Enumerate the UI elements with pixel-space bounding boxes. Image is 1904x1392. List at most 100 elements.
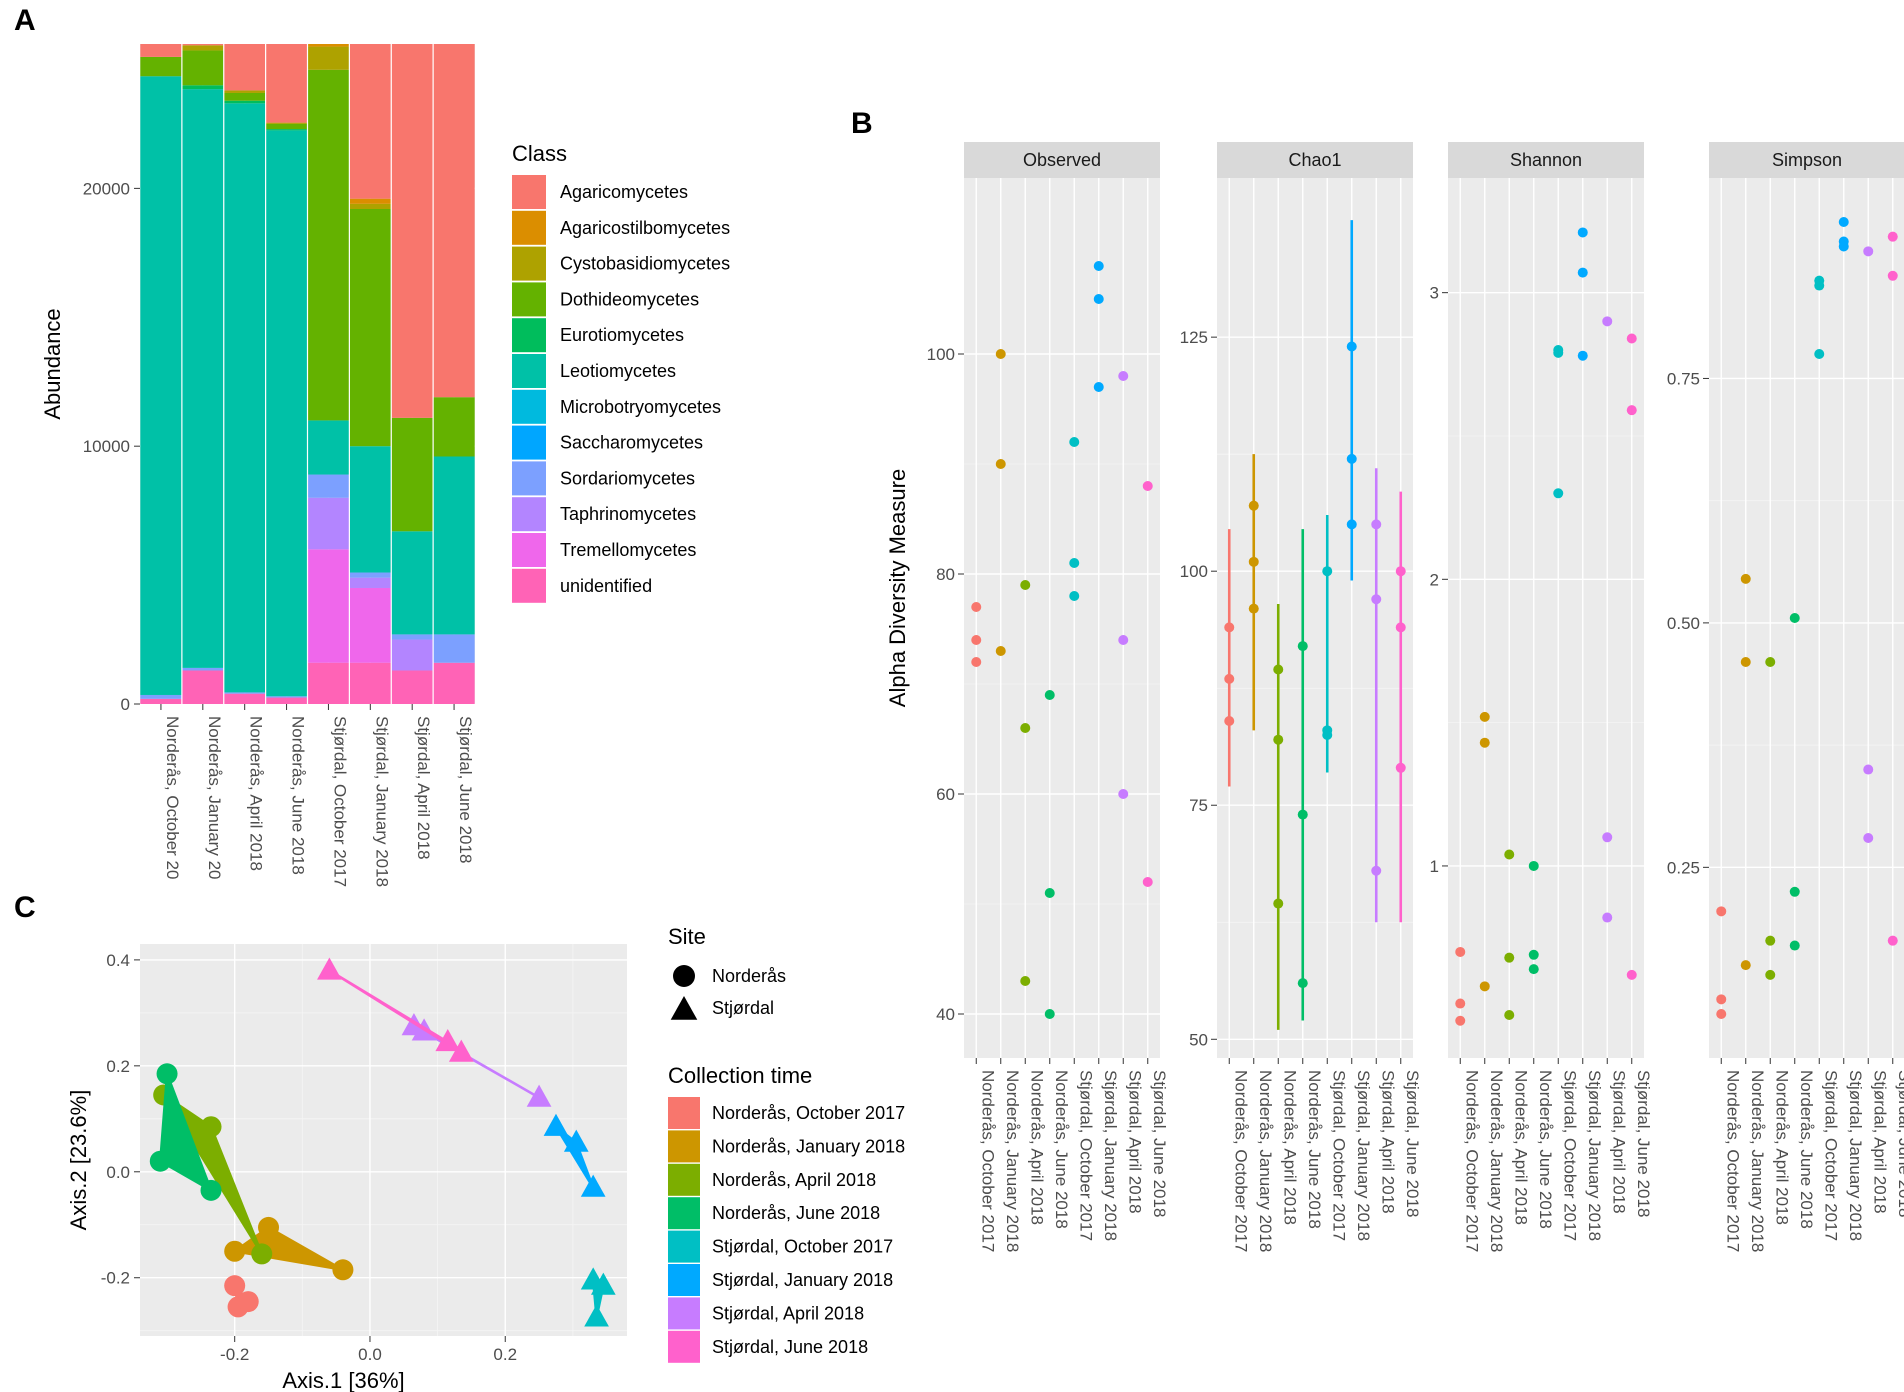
diversity-point: [1224, 622, 1235, 633]
time-legend-key: [668, 1130, 700, 1163]
bar-segment-unidentified: [391, 670, 433, 704]
bar-segment-agaricomycetes: [182, 44, 224, 46]
bar-segment-sordariomycetes: [391, 634, 433, 640]
diversity-point: [1479, 737, 1490, 748]
facet-y-tick-label: 60: [936, 785, 955, 804]
legend-label-microbotryomycetes: Microbotryomycetes: [560, 397, 721, 417]
diversity-point: [1455, 946, 1466, 957]
bar-segment-unidentified: [307, 662, 350, 704]
diversity-point: [1602, 832, 1613, 843]
facet-x-tick-label: Stjørdal, April 2018: [1125, 1070, 1144, 1214]
legend-key-dothideomycetes: [512, 282, 546, 317]
diversity-point: [1863, 246, 1874, 257]
bar-segment-eurotiomycetes: [224, 100, 266, 104]
ordination-point-circle: [200, 1116, 222, 1138]
diversity-point: [1069, 437, 1080, 447]
time-legend-key: [668, 1330, 700, 1363]
bar-segment-unidentified: [433, 662, 475, 704]
time-legend-key: [668, 1230, 700, 1263]
bar-segment-tremellomycetes: [307, 549, 350, 663]
bar-segment-taphrinomycetes: [307, 497, 350, 550]
bar-segment-dothideomycetes: [140, 56, 182, 77]
time-legend-key: [668, 1264, 700, 1296]
ordination-point-triangle: [526, 1084, 552, 1107]
panel-a-x-tick-label: Stjørdal, January 2018: [372, 716, 391, 887]
legend-label-leotiomycetes: Leotiomycetes: [560, 361, 676, 381]
diversity-point: [1346, 453, 1357, 464]
ordination-point-triangle: [590, 1272, 616, 1295]
diversity-point: [995, 646, 1006, 656]
site-legend-circle-icon: [673, 965, 695, 987]
diversity-point: [1346, 519, 1357, 530]
legend-label-sordariomycetes: Sordariomycetes: [560, 468, 695, 488]
panel-c-time-legend-title: Collection time: [668, 1063, 812, 1088]
diversity-point: [1093, 294, 1104, 304]
facet-background: [964, 178, 1160, 1058]
diversity-point: [1528, 964, 1539, 975]
facet-background: [1709, 178, 1904, 1058]
diversity-point: [1504, 849, 1515, 860]
diversity-point: [1093, 382, 1104, 392]
panel-a-x-tick-label: Stjørdal, June 2018: [456, 716, 475, 863]
diversity-point: [1504, 1010, 1515, 1021]
facet-x-tick-label: Norderås, April 2018: [1027, 1070, 1046, 1225]
facet-strip: [964, 142, 1160, 178]
panel-a-y-axis-title: Abundance: [40, 308, 65, 419]
diversity-point: [1765, 657, 1776, 667]
legend-key-unidentified: [512, 568, 546, 603]
diversity-point: [1248, 603, 1259, 614]
panel-b-label: B: [851, 107, 873, 140]
facet-strip: [1709, 142, 1904, 178]
diversity-point: [1322, 566, 1333, 577]
diversity-point: [1297, 641, 1308, 652]
facet-x-tick-label: Stjørdal, January 2018: [1846, 1070, 1865, 1241]
time-legend-key: [668, 1297, 700, 1330]
bar-segment-unidentified: [265, 697, 308, 704]
facet-x-tick-label: Stjørdal, June 2018: [1634, 1070, 1653, 1217]
facet-x-tick-label: Norderås, April 2018: [1772, 1070, 1791, 1225]
bar-segment-agaricostilbomycetes: [349, 198, 391, 204]
diversity-point: [1224, 715, 1235, 726]
ordination-group-stj-rdal-january-2018: [543, 1113, 606, 1197]
bar-segment-agaricomycetes: [265, 44, 308, 123]
diversity-point: [1118, 635, 1129, 645]
ordination-group-norder-s-january-2018: [224, 1216, 354, 1281]
diversity-point: [1626, 969, 1637, 980]
ordination-group-norder-s-october-2017: [224, 1275, 259, 1318]
diversity-point: [1093, 261, 1104, 271]
bar-segment-sordariomycetes: [224, 692, 266, 694]
site-legend-label: Stjørdal: [712, 998, 774, 1018]
panel-a-x-tick-label: Stjørdal, October 2017: [330, 716, 349, 887]
diversity-point: [1248, 556, 1259, 567]
legend-key-eurotiomycetes: [512, 318, 546, 353]
diversity-point: [1626, 333, 1637, 344]
diversity-point: [1371, 594, 1382, 605]
bar-segment-agaricomycetes: [433, 44, 475, 398]
facet-x-tick-label: Norderås, October 2017: [978, 1070, 997, 1252]
panel-c-y-tick-label: -0.2: [101, 1269, 130, 1288]
time-legend-label-norder-s-october-2017: Norderås, October 2017: [712, 1103, 905, 1123]
ordination-group-norder-s-june-2018: [149, 1063, 222, 1201]
ordination-point-circle: [258, 1216, 280, 1238]
diversity-point: [1069, 558, 1080, 568]
diversity-point: [1789, 886, 1800, 897]
legend-key-agaricostilbomycetes: [512, 210, 546, 245]
facet-observed: Observed 40 60 80 100 Norderås, October 2017 N…: [927, 142, 1169, 1252]
diversity-point: [1740, 960, 1751, 971]
legend-key-sordariomycetes: [512, 461, 546, 496]
ordination-point-circle: [332, 1259, 354, 1281]
facet-x-tick-label: Stjørdal, October 2017: [1076, 1070, 1095, 1241]
legend-label-saccharomycetes: Saccharomycetes: [560, 433, 703, 453]
ordination-point-triangle: [580, 1174, 606, 1197]
panel-b-y-axis-title: Alpha Diversity Measure: [885, 469, 910, 707]
bar-segment-sordariomycetes: [265, 696, 308, 698]
facet-strip: [1448, 142, 1644, 178]
facet-chao1: Chao1 50 75 100 125 Norderås, October 2017 Nor…: [1180, 142, 1422, 1252]
diversity-point: [1528, 860, 1539, 871]
group-hull: [159, 1072, 213, 1192]
facet-x-tick-label: Stjørdal, April 2018: [1609, 1070, 1628, 1214]
time-legend-label-norder-s-april-2018: Norderås, April 2018: [712, 1170, 876, 1190]
time-legend-key: [668, 1097, 700, 1129]
ordination-point-triangle: [543, 1113, 569, 1136]
time-legend-label-stj-rdal-april-2018: Stjørdal, April 2018: [712, 1303, 864, 1323]
